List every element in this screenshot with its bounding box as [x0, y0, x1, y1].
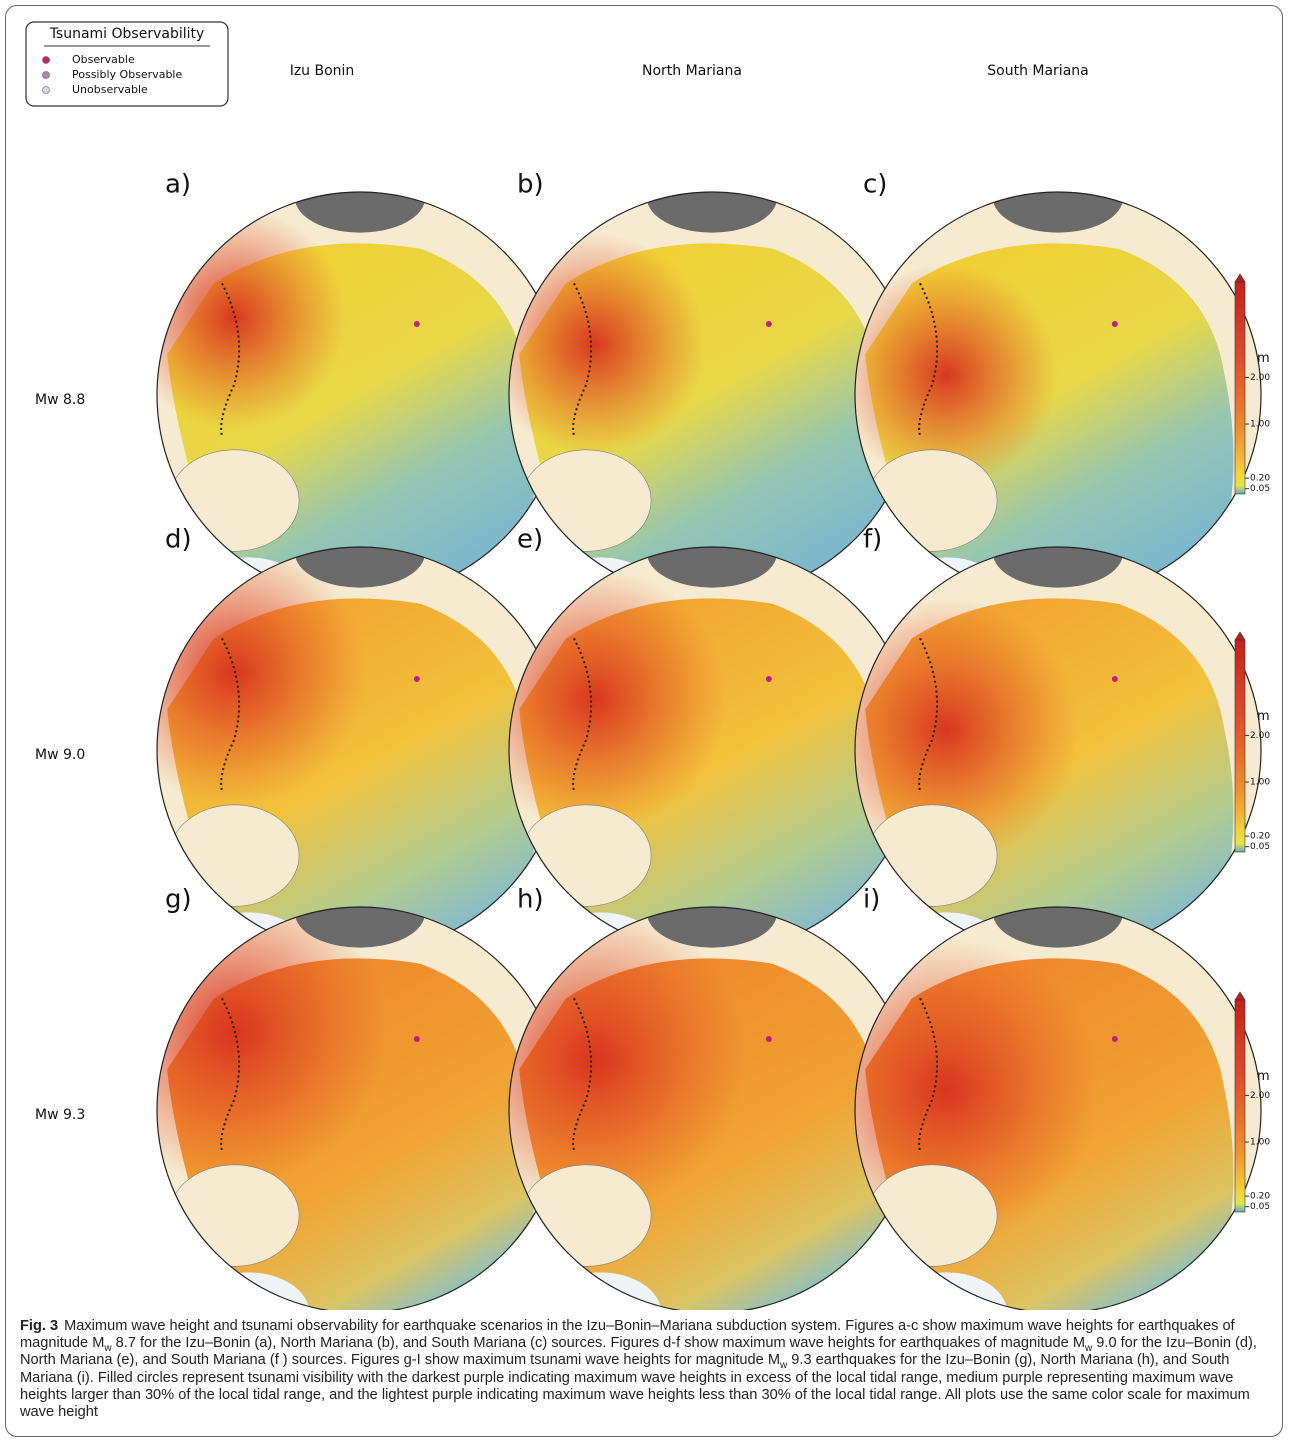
caption-text: 8.7 for the Izu–Bonin (a), North Mariana… [111, 1335, 1085, 1352]
panel-label: g) [165, 885, 192, 915]
map-panel [509, 907, 915, 1310]
row-label: Mw 9.3 [35, 1107, 85, 1123]
map-panel [855, 192, 1261, 598]
colorbar-tick-label: 1.00 [1250, 1138, 1270, 1148]
map-polar-cap [295, 547, 425, 588]
map-australia [866, 1164, 998, 1267]
map-source-glow [157, 206, 346, 430]
colorbar [1234, 639, 1246, 853]
map-trench [918, 282, 939, 436]
caption-label: Fig. 3 [20, 1318, 59, 1334]
map-polar-cap [993, 192, 1123, 233]
panel-label: a) [165, 170, 191, 200]
panel-label: e) [517, 525, 543, 555]
map-station [765, 1035, 772, 1042]
colorbar-tick-label: 1.00 [1250, 778, 1270, 788]
map-polar-cap [295, 192, 425, 233]
legend-title: Tsunami Observability [49, 26, 205, 42]
column-header: Izu Bonin [290, 63, 355, 79]
map-source-glow [855, 597, 1079, 862]
map-trench [918, 637, 939, 791]
row-label: Mw 9.0 [35, 747, 85, 763]
map-trench [220, 282, 241, 436]
colorbar-unit: m [1257, 351, 1270, 366]
map-station [765, 675, 772, 682]
map-australia [168, 1164, 300, 1267]
caption-text: 9.0 for the Izu–Bonin (d), North Mariana… [20, 1335, 1257, 1369]
column-header: South Mariana [987, 63, 1088, 79]
colorbar-tick-label: 2.00 [1250, 1091, 1270, 1101]
map-trench [220, 997, 241, 1151]
map-trench [572, 997, 593, 1151]
map-polar-cap [647, 547, 777, 588]
map-station [1111, 675, 1118, 682]
caption-subscript: w [104, 1343, 112, 1355]
caption: Fig. 3 Maximum wave height and tsunami ob… [20, 1318, 1275, 1421]
panel-label: d) [165, 525, 192, 555]
legend-item: Observable [72, 53, 135, 66]
panel-label: h) [517, 885, 544, 915]
map-panel [855, 547, 1261, 953]
colorbar-tick-label: 0.05 [1250, 1202, 1270, 1212]
panel-label: f) [863, 525, 882, 555]
figure-frame [5, 5, 1283, 1437]
map-polar-cap [295, 907, 425, 948]
map-trench [918, 997, 939, 1151]
map-polar-cap [993, 907, 1123, 948]
map-australia [866, 804, 998, 907]
colorbar-tick-label: 2.00 [1250, 373, 1270, 383]
panel-label: b) [517, 170, 544, 200]
colorbar [1234, 999, 1246, 1213]
colorbar-tick-label: 0.20 [1250, 832, 1270, 842]
map-station [413, 320, 420, 327]
caption-subscript: w [1084, 1343, 1093, 1355]
colorbar-unit: m [1257, 709, 1270, 724]
legend-item: Possibly Observable [72, 68, 182, 81]
colorbar-tick-label: 1.00 [1250, 420, 1270, 430]
map-station [413, 1035, 420, 1042]
colorbar-tick-label: 2.00 [1250, 731, 1270, 741]
map-outline [854, 906, 1262, 1310]
map-polar-cap [647, 907, 777, 948]
colorbar-tick-label: 0.05 [1250, 842, 1270, 852]
map-polar-cap [993, 547, 1123, 588]
colorbar-arrow [1234, 991, 1246, 1001]
panel-label: i) [863, 885, 880, 915]
caption-subscript: w [780, 1360, 788, 1372]
map-panel [157, 907, 563, 1310]
map-station [1111, 320, 1118, 327]
caption-text: 9.3 earthquakes for the Izu–Bonin (g), N… [20, 1352, 1250, 1421]
column-header: North Mariana [642, 63, 742, 79]
map-source-glow [855, 263, 1058, 487]
legend: Tsunami Observability Observable Possibl… [25, 21, 229, 107]
map-station [1111, 1035, 1118, 1042]
map-station [413, 675, 420, 682]
caption-text: Maximum wave height and tsunami observab… [20, 1318, 1235, 1352]
map-station [765, 320, 772, 327]
colorbar-arrow [1234, 631, 1246, 641]
colorbar [1234, 281, 1246, 495]
colorbar-tick-label: 0.20 [1250, 1192, 1270, 1202]
colorbar-tick-label: 0.20 [1250, 474, 1270, 484]
row-label: Mw 8.8 [35, 392, 85, 408]
colorbar-tick-label: 0.05 [1250, 484, 1270, 494]
map-polar-cap [647, 192, 777, 233]
map-trench [572, 282, 593, 436]
map-australia [866, 449, 998, 552]
legend-item: Unobservable [72, 83, 148, 96]
panel-label: c) [863, 170, 887, 200]
colorbar-unit: m [1257, 1069, 1270, 1084]
map-trench [220, 637, 241, 791]
figure: Tsunami Observability Observable Possibl… [25, 21, 1270, 1310]
map-australia [520, 1164, 652, 1267]
map-trench [572, 637, 593, 791]
colorbar-arrow [1234, 273, 1246, 283]
